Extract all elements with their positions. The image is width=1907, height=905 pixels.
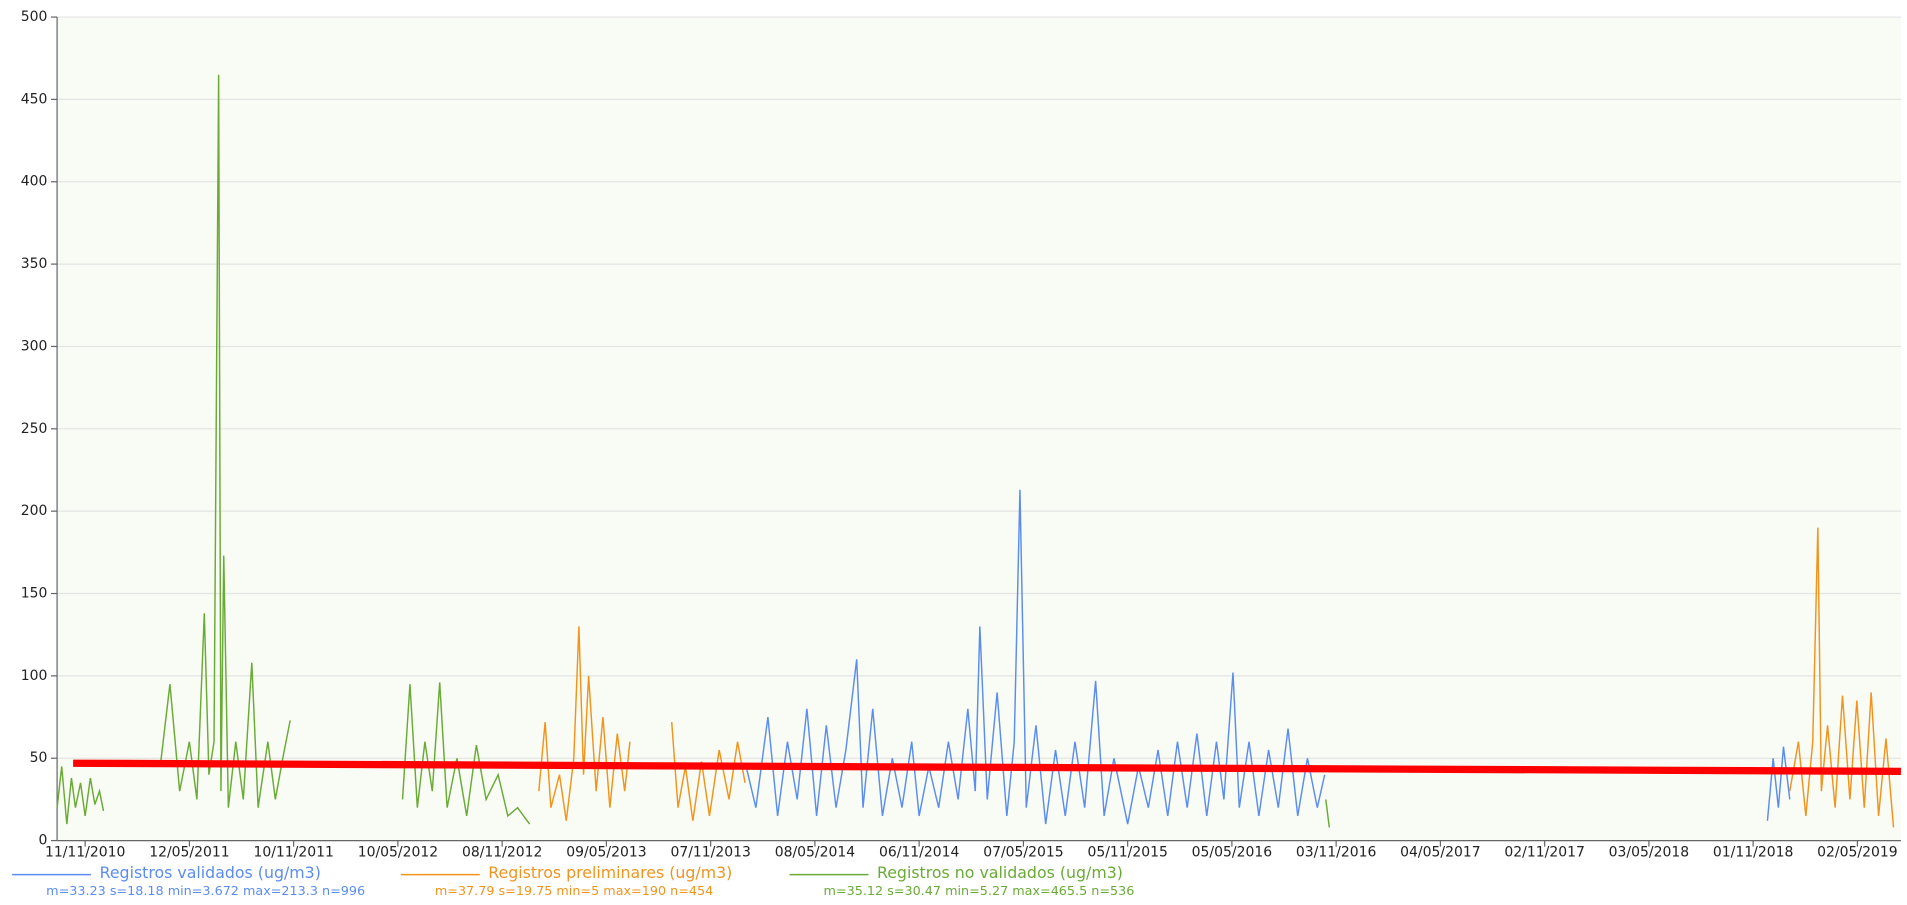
y-tick-label: 500 xyxy=(21,9,48,25)
legend-label: Registros no validados (ug/m3) xyxy=(877,863,1123,882)
x-tick-label: 11/11/2010 xyxy=(45,845,125,861)
y-tick-label: 50 xyxy=(30,750,48,766)
y-tick-label: 400 xyxy=(21,174,48,190)
x-tick-label: 07/05/2015 xyxy=(983,845,1063,861)
legend-stats: m=35.12 s=30.47 min=5.27 max=465.5 n=536 xyxy=(824,884,1135,899)
x-tick-label: 02/11/2017 xyxy=(1504,845,1584,861)
series-line xyxy=(745,489,1791,825)
y-tick-label: 0 xyxy=(38,833,47,849)
legend-label: Registros preliminares (ug/m3) xyxy=(488,863,732,882)
x-tick-label: 06/11/2014 xyxy=(879,845,960,861)
x-tick-label: 02/05/2019 xyxy=(1817,845,1897,861)
x-tick-label: 10/05/2012 xyxy=(358,845,438,861)
x-tick-label: 10/11/2011 xyxy=(253,845,333,861)
legend-stats: m=37.79 s=19.75 min=5 max=190 n=454 xyxy=(435,884,713,899)
legend-label: Registros validados (ug/m3) xyxy=(100,863,321,882)
series-line xyxy=(538,527,1895,828)
x-tick-label: 03/11/2016 xyxy=(1296,845,1376,861)
x-tick-label: 08/05/2014 xyxy=(775,845,856,861)
series-line xyxy=(56,74,1331,828)
x-tick-label: 12/05/2011 xyxy=(149,845,229,861)
x-tick-label: 03/05/2018 xyxy=(1609,845,1689,861)
y-tick-label: 350 xyxy=(21,256,48,272)
y-tick-label: 300 xyxy=(21,338,48,354)
x-tick-label: 05/11/2015 xyxy=(1087,845,1167,861)
x-tick-label: 05/05/2016 xyxy=(1192,845,1272,861)
legend-stats: m=33.23 s=18.18 min=3.672 max=213.3 n=99… xyxy=(46,884,365,899)
x-tick-label: 08/11/2012 xyxy=(462,845,542,861)
y-tick-label: 100 xyxy=(21,668,48,684)
y-tick-label: 250 xyxy=(21,421,48,437)
trend-line xyxy=(73,759,1901,775)
x-tick-label: 09/05/2013 xyxy=(566,845,646,861)
x-tick-label: 07/11/2013 xyxy=(670,845,750,861)
y-tick-label: 200 xyxy=(21,503,48,519)
x-tick-label: 04/05/2017 xyxy=(1400,845,1480,861)
x-tick-label: 01/11/2018 xyxy=(1713,845,1793,861)
y-tick-label: 450 xyxy=(21,91,48,107)
y-tick-label: 150 xyxy=(21,586,48,602)
